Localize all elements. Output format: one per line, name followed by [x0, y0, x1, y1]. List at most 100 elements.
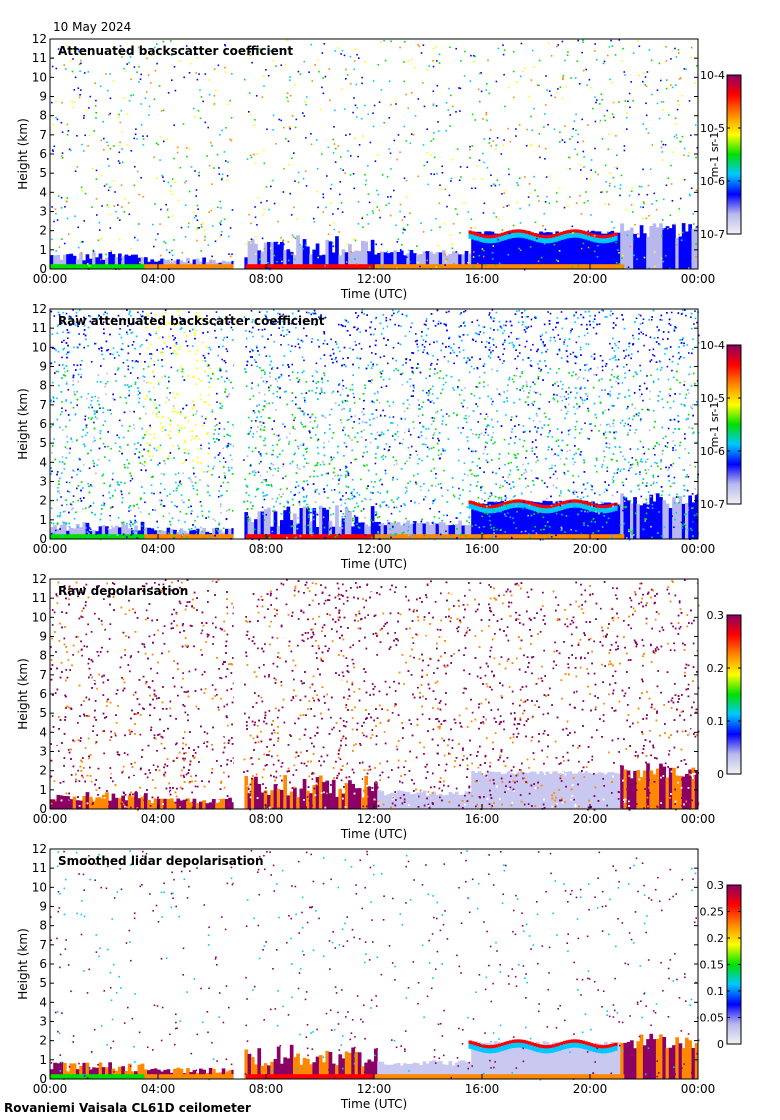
heatmap-cell	[52, 150, 54, 153]
heatmap-cell	[201, 530, 203, 533]
heatmap-cell	[492, 258, 494, 260]
heatmap-cell	[480, 90, 483, 93]
heatmap-cell	[340, 264, 348, 269]
heatmap-cell	[469, 148, 471, 151]
heatmap-cell	[51, 333, 54, 335]
heatmap-cell	[490, 231, 495, 269]
heatmap-cell	[159, 530, 161, 533]
heatmap-cell	[101, 525, 106, 539]
heatmap-cell	[333, 228, 336, 231]
heatmap-cell	[198, 174, 200, 177]
heatmap-cell	[334, 536, 337, 538]
heatmap-cell	[258, 462, 261, 465]
heatmap-cell	[688, 193, 691, 196]
heatmap-cell	[72, 58, 74, 60]
heatmap-cell	[131, 534, 139, 539]
heatmap-cell	[286, 96, 288, 99]
heatmap-cell	[426, 152, 428, 154]
heatmap-cell	[267, 74, 270, 77]
heatmap-cell	[584, 510, 586, 513]
heatmap-cell	[72, 380, 74, 382]
heatmap-cell	[603, 264, 611, 269]
heatmap-cell	[436, 372, 439, 374]
heatmap-cell	[648, 49, 651, 51]
heatmap-cell	[197, 227, 199, 229]
heatmap-cell	[556, 45, 558, 48]
heatmap-cell	[185, 180, 187, 182]
heatmap-cell	[507, 452, 510, 455]
heatmap-cell	[429, 524, 433, 539]
heatmap-cell	[613, 185, 616, 188]
heatmap-cell	[380, 264, 389, 269]
heatmap-cell	[482, 504, 486, 509]
heatmap-cell	[299, 243, 301, 246]
heatmap-cell	[646, 375, 648, 377]
heatmap-cell	[657, 336, 659, 339]
heatmap-cell	[670, 58, 672, 60]
heatmap-cell	[561, 399, 564, 402]
heatmap-cell	[549, 504, 553, 509]
heatmap-cell	[207, 516, 210, 518]
heatmap-cell	[121, 256, 125, 269]
heatmap-cell	[492, 504, 497, 509]
heatmap-cell	[402, 228, 405, 231]
heatmap-cell	[118, 113, 120, 116]
heatmap-cell	[614, 232, 618, 237]
heatmap-cell	[283, 126, 285, 129]
heatmap-cell	[685, 502, 689, 539]
heatmap-cell	[478, 333, 480, 336]
heatmap-cell	[688, 224, 692, 269]
heatmap-cell	[593, 357, 596, 359]
heatmap-cell	[441, 448, 444, 450]
heatmap-cell	[266, 128, 268, 131]
heatmap-cell	[662, 500, 667, 539]
heatmap-cell	[571, 229, 575, 234]
heatmap-cell	[415, 333, 417, 335]
heatmap-cell	[378, 101, 381, 103]
heatmap-cell	[594, 465, 596, 467]
heatmap-cell	[438, 377, 441, 379]
heatmap-cell	[218, 476, 220, 478]
heatmap-cell	[582, 41, 584, 44]
heatmap-cell	[257, 383, 260, 386]
heatmap-cell	[399, 210, 401, 213]
heatmap-cell	[332, 138, 335, 141]
heatmap-cell	[87, 263, 89, 265]
heatmap-cell	[82, 508, 84, 510]
heatmap-cell	[694, 82, 696, 84]
heatmap-cell	[606, 507, 610, 513]
heatmap-cell	[696, 512, 698, 515]
heatmap-cell	[412, 134, 415, 136]
heatmap-cell	[512, 381, 515, 383]
y-tick-label: 12	[32, 32, 47, 46]
heatmap-cell	[96, 411, 98, 413]
heatmap-cell	[78, 333, 80, 335]
heatmap-cell	[595, 101, 597, 104]
heatmap-cell	[320, 534, 328, 539]
heatmap-cell	[245, 492, 248, 494]
heatmap-cell	[423, 443, 425, 446]
heatmap-cell	[513, 232, 517, 269]
heatmap-cell	[458, 379, 460, 382]
heatmap-cell	[100, 350, 103, 352]
heatmap-cell	[247, 517, 252, 539]
heatmap-cell	[530, 115, 532, 118]
heatmap-cell	[678, 457, 681, 459]
heatmap-cell	[224, 361, 227, 364]
heatmap-cell	[500, 235, 505, 241]
heatmap-cell	[516, 338, 518, 340]
heatmap-cell	[297, 407, 299, 410]
heatmap-cell	[216, 528, 218, 531]
heatmap-cell	[432, 253, 436, 269]
heatmap-cell	[468, 230, 472, 235]
heatmap-cell	[76, 135, 78, 137]
heatmap-cell	[79, 70, 81, 72]
heatmap-cell	[63, 64, 65, 66]
heatmap-cell	[157, 233, 159, 235]
heatmap-cell	[599, 122, 601, 124]
heatmap-cell	[396, 252, 401, 269]
heatmap-cell	[563, 230, 567, 235]
heatmap-cell	[103, 185, 106, 187]
heatmap-cell	[118, 116, 120, 118]
